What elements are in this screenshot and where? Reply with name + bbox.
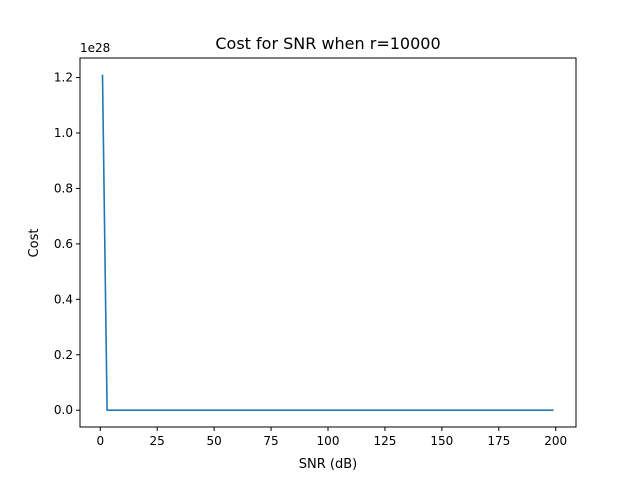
x-axis-label: SNR (dB) [299, 457, 357, 472]
y-tick-label: 0.0 [54, 403, 73, 417]
y-tick-label: 0.8 [54, 181, 73, 195]
x-tick-label: 0 [96, 434, 104, 448]
y-tick-label: 0.4 [54, 292, 73, 306]
series-layer [101, 74, 554, 412]
chart-title: Cost for SNR when r=10000 [215, 34, 440, 53]
x-tick-label: 200 [544, 434, 567, 448]
y-axis-label: Cost [27, 229, 42, 258]
series-line [101, 74, 554, 412]
y-axis-ticks: 0.0 0.2 0.4 0.6 0.8 1.0 1.2 [54, 71, 80, 417]
y-axis-offset-label: 1e28 [80, 41, 110, 55]
plot-frame [79, 57, 577, 428]
x-axis-ticks: 0 25 50 75 100 125 150 175 200 [96, 427, 567, 448]
x-tick-label: 25 [150, 434, 165, 448]
x-tick-label: 125 [373, 434, 396, 448]
x-tick-label: 100 [317, 434, 340, 448]
y-tick-label: 1.0 [54, 126, 73, 140]
y-tick-label: 0.6 [54, 237, 73, 251]
y-tick-label: 0.2 [54, 348, 73, 362]
x-tick-label: 75 [263, 434, 278, 448]
x-tick-label: 150 [430, 434, 453, 448]
y-tick-label: 1.2 [54, 71, 73, 85]
x-tick-label: 175 [487, 434, 510, 448]
x-tick-label: 50 [206, 434, 221, 448]
